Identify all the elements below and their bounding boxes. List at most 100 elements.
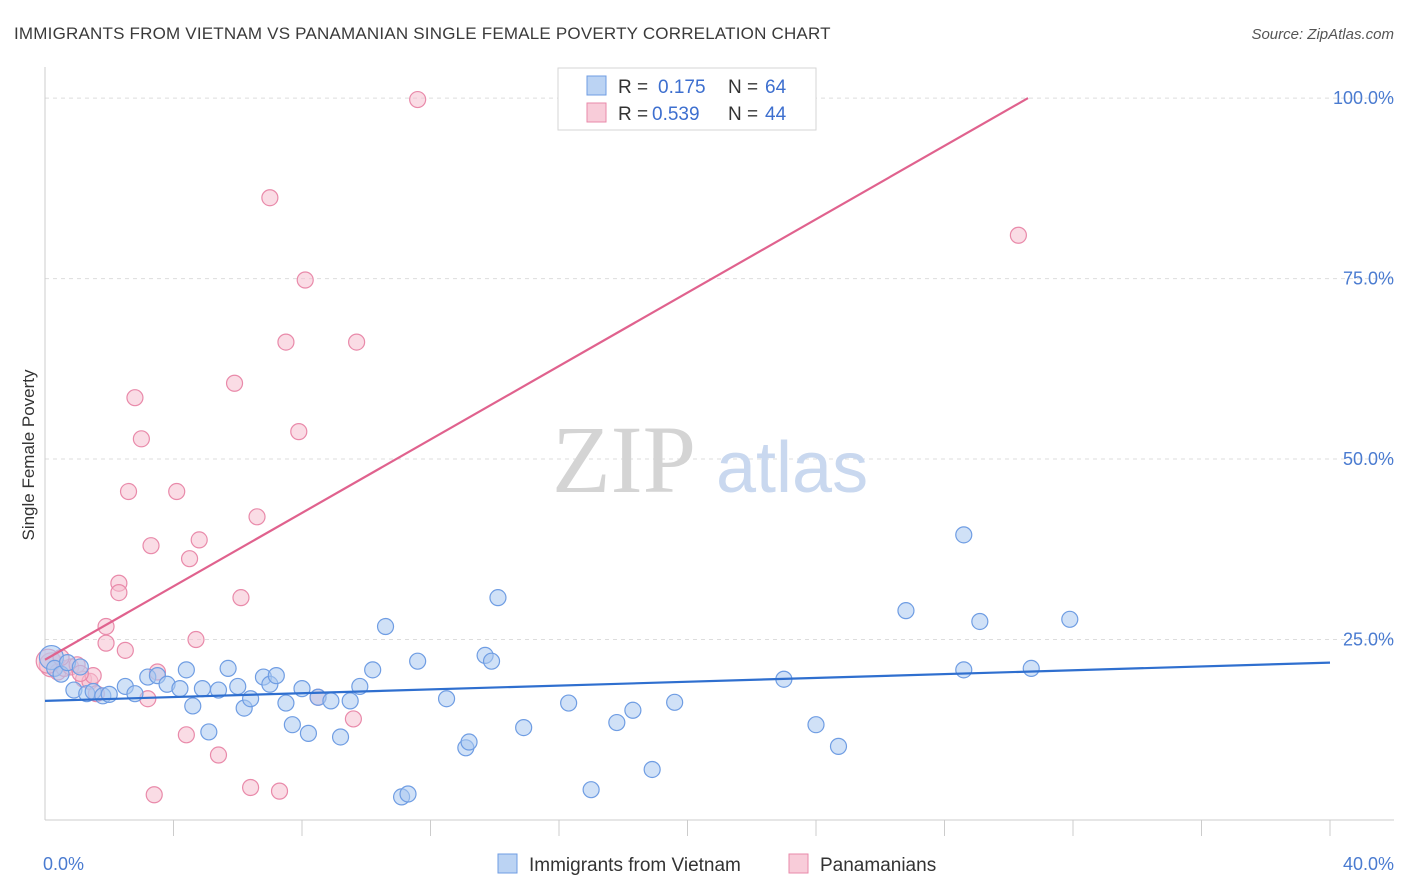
point-vietnam-38 — [376, 617, 395, 636]
x-tick-labels: 0.0% 40.0% — [43, 854, 1394, 874]
point-vietnam-42 — [437, 690, 456, 708]
point-panamanians-19 — [145, 786, 163, 804]
point-vietnam-18 — [193, 680, 212, 698]
point-panamanians-26 — [209, 746, 228, 764]
point-panamanians-24 — [187, 630, 205, 649]
legend-n-value-vietnam: 64 — [765, 77, 787, 98]
point-vietnam-49 — [560, 694, 578, 712]
point-vietnam-61 — [971, 612, 989, 631]
chart-title: IMMIGRANTS FROM VIETNAM VS PANAMANIAN SI… — [14, 24, 831, 43]
correlation-legend: R = 0.175 N = 64 R = 0.539 N = 44 — [557, 67, 817, 131]
grid-lines — [45, 97, 1394, 641]
point-panamanians-38 — [348, 333, 366, 351]
trend-line-panamanians — [44, 97, 1029, 661]
x-tick-label-0: 0.0% — [43, 854, 84, 874]
point-vietnam-29 — [283, 716, 301, 734]
watermark: ZIP atlas — [552, 406, 868, 513]
point-vietnam-37 — [364, 661, 382, 679]
point-vietnam-15 — [171, 680, 189, 698]
y-tick-label-1: 50.0% — [1343, 449, 1394, 469]
point-panamanians-32 — [270, 782, 289, 800]
point-vietnam-27 — [267, 667, 285, 685]
y-tick-labels: 25.0% 50.0% 75.0% 100.0% — [1333, 88, 1394, 649]
series-legend-label-vietnam: Immigrants from Vietnam — [529, 855, 741, 876]
point-vietnam-56 — [807, 716, 825, 734]
point-vietnam-21 — [219, 659, 237, 678]
point-vietnam-62 — [1022, 659, 1040, 678]
point-panamanians-39 — [409, 90, 427, 109]
point-panamanians-30 — [248, 508, 266, 526]
point-panamanians-10 — [97, 634, 115, 652]
point-panamanians-35 — [296, 271, 314, 289]
point-vietnam-31 — [299, 724, 318, 742]
point-vietnam-41 — [409, 652, 427, 670]
point-panamanians-18 — [142, 537, 160, 555]
point-panamanians-28 — [232, 589, 250, 607]
point-vietnam-51 — [608, 713, 626, 732]
y-axis-label: Single Female Poverty — [19, 369, 38, 541]
point-panamanians-34 — [290, 423, 308, 441]
point-vietnam-58 — [897, 602, 915, 620]
y-tick-label-3: 100.0% — [1333, 88, 1394, 108]
axes — [44, 67, 1394, 836]
chart-source: Source: ZipAtlas.com — [1251, 26, 1394, 43]
point-vietnam-5 — [71, 658, 89, 676]
point-vietnam-19 — [200, 723, 218, 741]
point-vietnam-44 — [460, 733, 478, 751]
point-panamanians-16 — [132, 430, 150, 448]
point-panamanians-37 — [344, 710, 362, 728]
point-vietnam-47 — [489, 589, 507, 607]
point-panamanians-15 — [126, 389, 144, 407]
point-vietnam-53 — [643, 760, 661, 779]
point-panamanians-25 — [190, 531, 208, 549]
point-panamanians-22 — [177, 726, 195, 744]
y-tick-label-0: 25.0% — [1343, 630, 1394, 650]
point-vietnam-60 — [955, 661, 973, 679]
legend-n-value-panamanians: 44 — [765, 104, 787, 125]
point-vietnam-33 — [322, 692, 340, 710]
point-vietnam-35 — [341, 692, 359, 710]
point-vietnam-50 — [582, 781, 600, 799]
trend-lines — [44, 97, 1331, 702]
point-vietnam-52 — [624, 701, 642, 719]
point-vietnam-16 — [177, 661, 195, 679]
legend-r-label-vietnam: R = — [618, 77, 648, 98]
point-panamanians-31 — [261, 189, 279, 207]
point-vietnam-63 — [1061, 610, 1079, 628]
legend-n-label-panamanians: N = — [728, 104, 758, 125]
point-panamanians-33 — [277, 333, 295, 351]
point-panamanians-23 — [180, 550, 199, 568]
watermark-atlas: atlas — [716, 428, 868, 508]
series-legend-label-panamanians: Panamanians — [820, 855, 936, 876]
legend-r-value-vietnam: 0.175 — [658, 77, 706, 98]
point-vietnam-46 — [482, 652, 501, 670]
point-vietnam-28 — [277, 694, 295, 712]
legend-n-label-vietnam: N = — [728, 77, 758, 98]
point-vietnam-20 — [209, 681, 228, 699]
point-vietnam-24 — [242, 690, 260, 708]
legend-swatch-vietnam — [586, 75, 607, 96]
series-legend-swatch-panamanians — [788, 853, 809, 874]
point-vietnam-48 — [515, 718, 533, 737]
point-vietnam-57 — [829, 737, 848, 755]
point-panamanians-29 — [242, 778, 260, 797]
point-panamanians-21 — [168, 482, 186, 501]
point-vietnam-22 — [229, 677, 247, 696]
watermark-zip: ZIP — [552, 406, 696, 513]
series-legend-swatch-vietnam — [497, 853, 518, 874]
point-vietnam-54 — [666, 693, 684, 711]
legend-r-value-panamanians: 0.539 — [652, 104, 700, 125]
series-legend: Immigrants from Vietnam Panamanians — [497, 853, 936, 876]
point-vietnam-40 — [399, 785, 417, 803]
point-vietnam-59 — [955, 526, 973, 544]
point-panamanians-40 — [1009, 226, 1027, 244]
x-tick-label-1: 40.0% — [1343, 854, 1394, 874]
point-panamanians-27 — [225, 374, 244, 392]
legend-swatch-panamanians — [586, 102, 607, 123]
point-vietnam-17 — [184, 697, 202, 715]
point-panamanians-13 — [116, 641, 134, 659]
trend-line-vietnam — [44, 661, 1331, 702]
point-panamanians-12 — [110, 583, 128, 602]
legend-r-label-panamanians: R = — [618, 104, 648, 125]
